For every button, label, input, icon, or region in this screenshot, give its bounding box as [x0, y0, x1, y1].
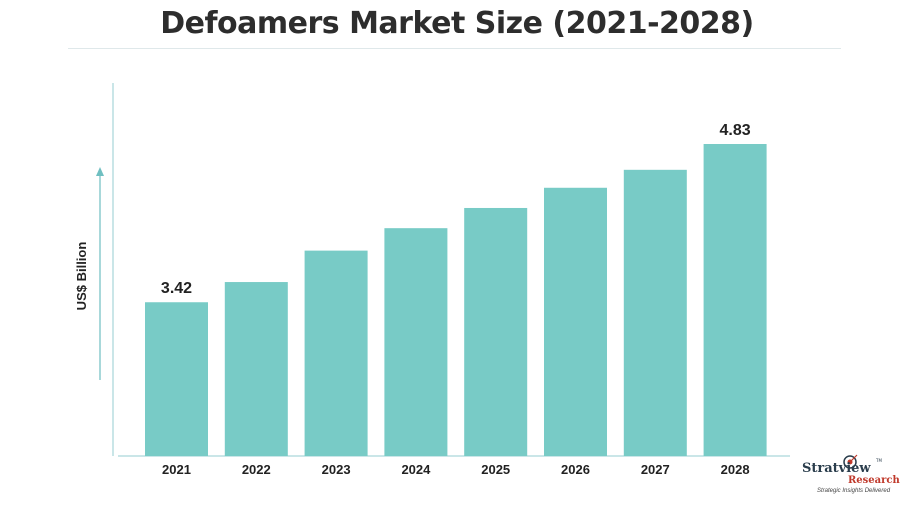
target-icon [843, 454, 858, 469]
chart-title: Defoamers Market Size (2021-2028) [160, 6, 754, 41]
x-tick-label-2024: 2024 [401, 462, 431, 477]
data-label-2021: 3.42 [161, 280, 192, 297]
x-tick-label-2023: 2023 [322, 462, 351, 477]
brand-tagline: Strategic Insights Delivered [817, 488, 891, 494]
x-tick-label-2028: 2028 [721, 462, 750, 477]
bar-2026 [544, 187, 607, 457]
x-tick-label-2026: 2026 [561, 462, 590, 477]
brand-trademark: TM [876, 458, 882, 463]
x-tick-label-2021: 2021 [162, 462, 191, 477]
data-label-2028: 4.83 [720, 122, 751, 139]
x-tick-label-2022: 2022 [242, 462, 271, 477]
bar-2024 [384, 228, 448, 456]
bar-2023 [304, 250, 368, 456]
brand-logo: Stratview TM Research Strategic Insights… [802, 454, 900, 498]
bar-2025 [464, 207, 528, 456]
x-tick-label-2027: 2027 [641, 462, 670, 477]
brand-sub: Research [848, 475, 900, 486]
bar-2021 [145, 302, 208, 456]
bar-2028 [703, 144, 767, 456]
y-axis-label: US$ Billion [74, 242, 89, 311]
bars-group: 2021 3.42 2022 2023 2024 2025 2026 2027 2028 4.83 [145, 122, 767, 477]
y-axis-arrow-icon [96, 167, 104, 176]
brand-name: Stratview [802, 461, 871, 476]
x-tick-label-2025: 2025 [481, 462, 510, 477]
title-divider [68, 48, 841, 49]
bar-2022 [224, 282, 288, 456]
bar-2027 [623, 169, 687, 457]
